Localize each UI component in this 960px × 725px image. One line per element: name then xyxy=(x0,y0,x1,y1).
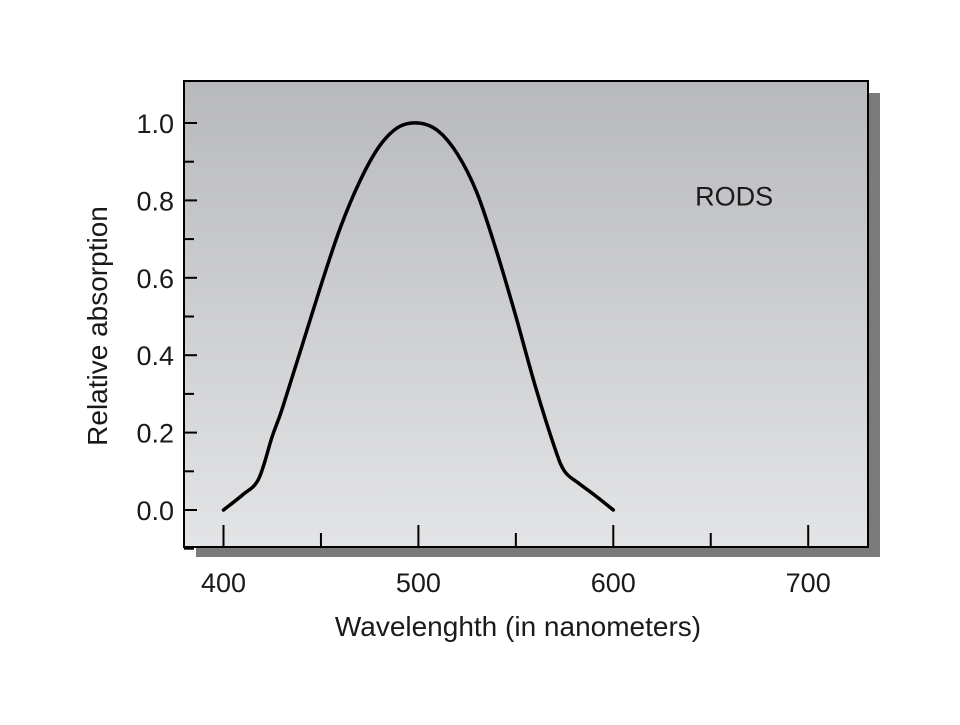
x-axis-label: Wavelenghth (in nanometers) xyxy=(335,611,701,642)
rods-annotation: RODS xyxy=(695,182,773,212)
y-axis-label: Relative absorption xyxy=(82,206,113,446)
x-tick-label: 700 xyxy=(786,568,831,598)
x-tick-label: 500 xyxy=(396,568,441,598)
y-tick-label: 0.4 xyxy=(136,341,174,371)
plot-area xyxy=(183,80,869,548)
x-axis-ticks: 400 500 600 700 xyxy=(201,525,831,598)
series-layer xyxy=(221,121,616,512)
y-tick-label: 1.0 xyxy=(136,109,174,139)
absorption-curve xyxy=(221,121,616,512)
x-tick-label: 400 xyxy=(201,568,246,598)
y-tick-label: 0.0 xyxy=(136,496,174,526)
y-tick-label: 0.8 xyxy=(136,186,174,216)
x-tick-label: 600 xyxy=(591,568,636,598)
annotation-layer: RODS xyxy=(695,182,773,212)
y-tick-label: 0.6 xyxy=(136,264,174,294)
y-tick-label: 0.2 xyxy=(136,419,174,449)
y-axis-ticks: 0.0 0.2 0.4 0.6 0.8 1.0 xyxy=(136,109,197,550)
